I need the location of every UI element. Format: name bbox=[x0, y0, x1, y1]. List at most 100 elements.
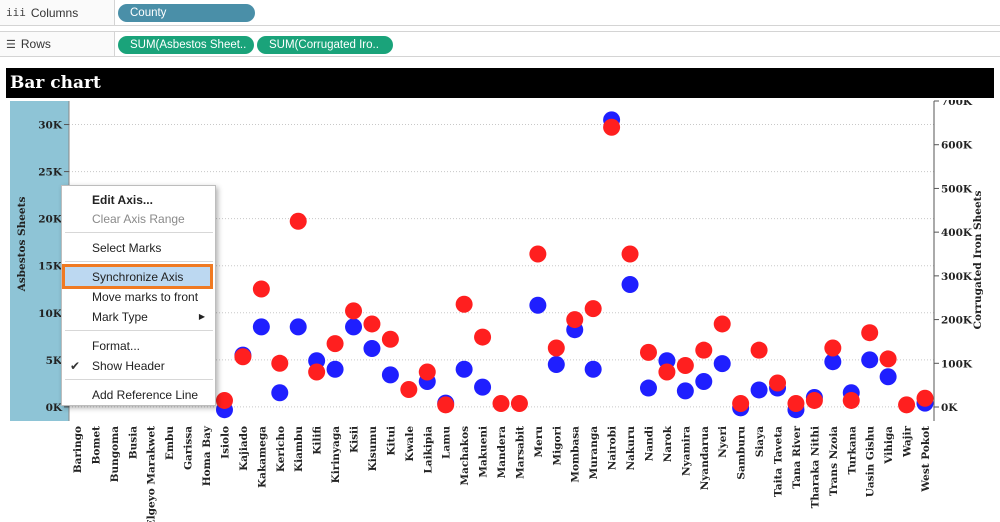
left-axis-ticks[interactable]: 0K 5K 10K 15K 20K 25K 30K bbox=[38, 120, 69, 414]
asbestos-point[interactable] bbox=[345, 318, 363, 336]
x-label: Nakuru bbox=[625, 426, 637, 471]
menu-mark-type-label: Mark Type bbox=[92, 309, 148, 324]
chart-title: Bar chart bbox=[6, 68, 994, 98]
iron-point[interactable] bbox=[805, 391, 823, 409]
rows-icon: ☰ bbox=[6, 37, 16, 51]
menu-add-reference-line[interactable]: Add Reference Line bbox=[92, 387, 199, 402]
iron-point[interactable] bbox=[529, 245, 547, 263]
iron-point[interactable] bbox=[842, 391, 860, 409]
iron-point[interactable] bbox=[308, 363, 326, 381]
x-label: Migori bbox=[551, 426, 563, 465]
iron-point[interactable] bbox=[769, 374, 787, 392]
asbestos-point[interactable] bbox=[271, 384, 289, 402]
right-tick-label: 700K bbox=[941, 100, 973, 108]
menu-synchronize-axis[interactable]: Synchronize Axis bbox=[62, 264, 213, 289]
iron-marks[interactable] bbox=[215, 118, 934, 414]
asbestos-point[interactable] bbox=[879, 368, 897, 386]
iron-point[interactable] bbox=[916, 389, 934, 407]
asbestos-point[interactable] bbox=[584, 360, 602, 378]
asbestos-point[interactable] bbox=[363, 340, 381, 358]
left-axis-band[interactable] bbox=[10, 101, 69, 421]
iron-point[interactable] bbox=[474, 328, 492, 346]
iron-point[interactable] bbox=[381, 330, 399, 348]
iron-point[interactable] bbox=[639, 343, 657, 361]
right-tick-label: 600K bbox=[941, 140, 973, 152]
x-label: Kericho bbox=[275, 426, 287, 472]
x-label: Bomet bbox=[90, 426, 102, 465]
right-tick-label: 400K bbox=[941, 227, 973, 239]
menu-show-header[interactable]: ✔ Show Header bbox=[62, 356, 215, 375]
iron-point[interactable] bbox=[861, 324, 879, 342]
iron-point[interactable] bbox=[400, 381, 418, 399]
asbestos-point[interactable] bbox=[750, 381, 768, 399]
left-tick-label: 25K bbox=[38, 167, 63, 179]
asbestos-point[interactable] bbox=[547, 356, 565, 374]
asbestos-point[interactable] bbox=[621, 276, 639, 294]
x-label: Elgeyo Marakwet bbox=[146, 426, 158, 522]
iron-point[interactable] bbox=[713, 315, 731, 333]
x-axis-labels[interactable]: Baringo Bomet Bungoma Busia Elgeyo Marakwet E… bbox=[72, 425, 932, 522]
iron-point[interactable] bbox=[326, 335, 344, 353]
left-tick-label: 15K bbox=[38, 261, 63, 273]
menu-mark-type[interactable]: Mark Type ▶ bbox=[62, 307, 215, 326]
iron-point[interactable] bbox=[363, 315, 381, 333]
asbestos-point[interactable] bbox=[713, 355, 731, 373]
iron-point[interactable] bbox=[271, 354, 289, 372]
iron-point[interactable] bbox=[566, 311, 584, 329]
iron-point[interactable] bbox=[898, 396, 916, 414]
asbestos-point[interactable] bbox=[639, 379, 657, 397]
iron-point[interactable] bbox=[584, 300, 602, 318]
right-tick-label: 100K bbox=[941, 358, 973, 370]
x-label: Kajiado bbox=[238, 426, 250, 471]
right-axis-ticks[interactable]: 0K 100K 200K 300K 400K 500K 600K 700K bbox=[933, 100, 973, 421]
asbestos-pill[interactable]: SUM(Asbestos Sheet.. bbox=[118, 36, 254, 54]
asbestos-point[interactable] bbox=[455, 360, 473, 378]
x-label: Nyeri bbox=[717, 426, 729, 458]
iron-point[interactable] bbox=[787, 395, 805, 413]
iron-point[interactable] bbox=[695, 341, 713, 359]
county-pill[interactable]: County bbox=[118, 4, 255, 22]
iron-point[interactable] bbox=[492, 395, 510, 413]
menu-separator bbox=[65, 261, 213, 262]
iron-point[interactable] bbox=[547, 339, 565, 357]
iron-point[interactable] bbox=[215, 391, 233, 409]
menu-select-marks[interactable]: Select Marks bbox=[92, 240, 162, 255]
iron-pill[interactable]: SUM(Corrugated Iro.. bbox=[257, 36, 393, 54]
iron-point[interactable] bbox=[879, 350, 897, 368]
asbestos-point[interactable] bbox=[529, 296, 547, 314]
right-axis-label: Corrugated Iron Sheets bbox=[972, 191, 984, 330]
asbestos-point[interactable] bbox=[289, 318, 307, 336]
asbestos-point[interactable] bbox=[824, 353, 842, 371]
iron-point[interactable] bbox=[455, 295, 473, 313]
iron-point[interactable] bbox=[732, 395, 750, 413]
asbestos-point[interactable] bbox=[252, 318, 270, 336]
iron-point[interactable] bbox=[824, 339, 842, 357]
iron-point[interactable] bbox=[621, 245, 639, 263]
iron-point[interactable] bbox=[252, 280, 270, 298]
asbestos-point[interactable] bbox=[474, 378, 492, 396]
asbestos-point[interactable] bbox=[676, 382, 694, 400]
iron-point[interactable] bbox=[510, 395, 528, 413]
iron-point[interactable] bbox=[418, 363, 436, 381]
x-label: Siaya bbox=[754, 426, 766, 457]
iron-point[interactable] bbox=[345, 302, 363, 320]
iron-point[interactable] bbox=[234, 348, 252, 366]
iron-point[interactable] bbox=[603, 118, 621, 136]
iron-point[interactable] bbox=[289, 212, 307, 230]
asbestos-point[interactable] bbox=[695, 372, 713, 390]
menu-format[interactable]: Format... bbox=[92, 338, 141, 353]
asbestos-point[interactable] bbox=[381, 366, 399, 384]
axis-context-menu: Edit Axis... Clear Axis Range Select Mar… bbox=[61, 185, 216, 406]
x-label: Baringo bbox=[72, 426, 84, 473]
iron-point[interactable] bbox=[676, 356, 694, 374]
menu-move-marks-front[interactable]: Move marks to front bbox=[92, 289, 199, 304]
asbestos-point[interactable] bbox=[326, 360, 344, 378]
rows-label: Rows bbox=[20, 37, 51, 51]
menu-separator bbox=[65, 379, 213, 380]
columns-shelf: iii Columns County bbox=[0, 0, 1000, 26]
asbestos-point[interactable] bbox=[861, 351, 879, 369]
iron-point[interactable] bbox=[658, 363, 676, 381]
menu-edit-axis[interactable]: Edit Axis... bbox=[92, 192, 153, 207]
iron-point[interactable] bbox=[437, 396, 455, 414]
iron-point[interactable] bbox=[750, 341, 768, 359]
